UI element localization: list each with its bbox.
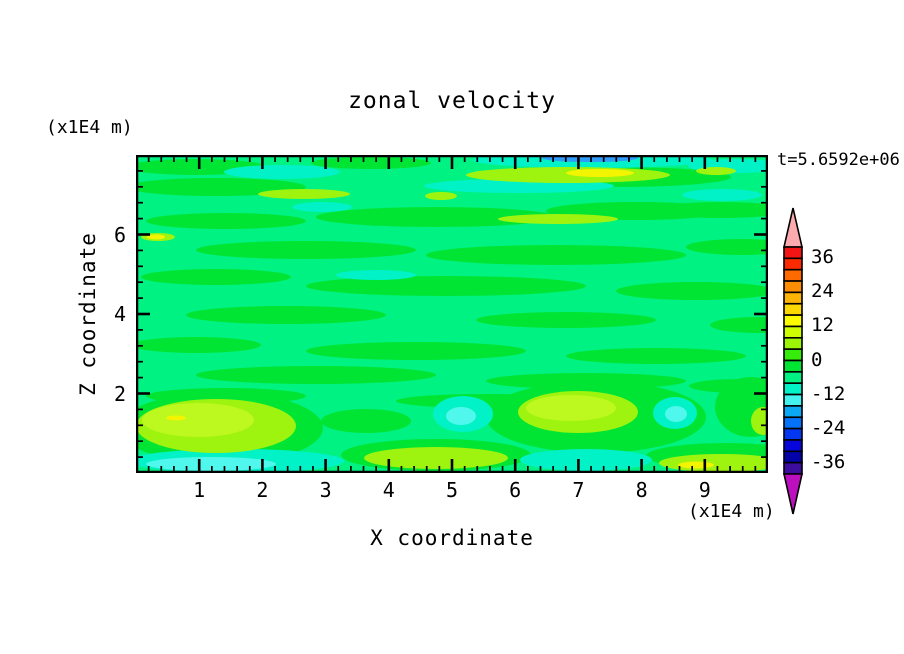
contour-blob-g xyxy=(686,239,768,255)
colorbar-label-36: 36 xyxy=(811,246,834,269)
contour-blob-g xyxy=(566,348,746,364)
contour-blob-ch xyxy=(466,167,670,183)
contour-blob-cy xyxy=(224,165,340,179)
contour-blob-ch xyxy=(696,167,736,175)
colorbar-segment xyxy=(783,302,803,316)
contour-blob-ylw xyxy=(147,234,165,240)
contour-blob-ylw xyxy=(566,169,634,177)
contour-blob-ch xyxy=(751,407,768,435)
contour-blob-g xyxy=(311,157,431,169)
colorbar-segment xyxy=(783,427,803,441)
contour-blob-g xyxy=(616,282,768,300)
contour-blob-g xyxy=(136,178,306,196)
contour-blob-g xyxy=(321,409,411,433)
colorbar-segment xyxy=(783,257,803,271)
colorbar-over-arrow xyxy=(782,207,804,248)
colorbar-segment xyxy=(783,268,803,282)
colorbar-segment xyxy=(783,359,803,373)
contour-blob-g xyxy=(141,269,291,285)
z-axis-unit-label: (x1E4 m) xyxy=(46,117,133,138)
colorbar-label-12: 12 xyxy=(811,314,834,337)
time-annotation: t=5.6592e+06 xyxy=(777,150,900,170)
contour-blob-g xyxy=(186,306,386,324)
colorbar-segment xyxy=(783,291,803,305)
z-tick-label-6: 6 xyxy=(113,222,126,247)
colorbar xyxy=(782,207,804,515)
contour-blob-cy xyxy=(682,189,762,201)
contour-blob-cy xyxy=(336,270,416,280)
colorbar-segment xyxy=(783,416,803,430)
colorbar-segment xyxy=(783,325,803,339)
colorbar-label-0: 0 xyxy=(811,348,823,371)
colorbar-segment xyxy=(783,348,803,362)
x-tick-label-5: 5 xyxy=(445,478,459,502)
colorbar-segment xyxy=(783,246,803,260)
colorbar-segment xyxy=(783,393,803,407)
x-axis-unit-label: (x1E4 m) xyxy=(688,501,775,522)
x-tick-label-7: 7 xyxy=(572,478,585,502)
contour-blob-g xyxy=(710,317,768,333)
colorbar-segment xyxy=(783,450,803,464)
contour-blob-g xyxy=(136,337,261,353)
contour-blob-g xyxy=(316,207,556,227)
x-tick-label-1: 1 xyxy=(193,478,206,502)
colorbar-under-arrow xyxy=(783,473,803,515)
contour-blob-ch xyxy=(364,447,508,469)
contour-blob-ch xyxy=(498,214,618,224)
contour-blob-g xyxy=(146,213,306,229)
contour-blob-cy2 xyxy=(446,407,476,425)
z-tick-label-4: 4 xyxy=(113,302,126,326)
colorbar-segment xyxy=(783,405,803,419)
z-tick-label-2: 2 xyxy=(113,381,126,406)
contour-blob-g xyxy=(476,312,656,328)
contour-blob-ylw xyxy=(166,415,186,421)
contour-blob-ch xyxy=(258,189,350,199)
contour-blob-ch xyxy=(425,192,457,200)
contour-blob-cy2 xyxy=(146,457,276,471)
x-tick-label-6: 6 xyxy=(509,478,522,502)
contour-blob-g xyxy=(426,245,686,265)
x-tick-label-3: 3 xyxy=(319,478,332,502)
plot-border xyxy=(136,155,768,473)
contour-plot xyxy=(136,155,768,473)
x-tick-label-9: 9 xyxy=(698,478,711,502)
contour-blob-ch2 xyxy=(526,395,616,421)
contour-blob-ylw xyxy=(678,461,714,469)
contour-blob-cy xyxy=(292,202,352,212)
contour-blob-ch2 xyxy=(142,403,254,437)
plot-title: zonal velocity xyxy=(348,88,556,114)
contour-blob-g xyxy=(196,241,416,259)
x-tick-label-4: 4 xyxy=(382,478,395,502)
colorbar-label--36: -36 xyxy=(811,450,846,473)
colorbar-label--24: -24 xyxy=(811,416,846,439)
contour-blob-g xyxy=(196,366,436,384)
colorbar-segment xyxy=(783,461,803,475)
colorbar-segment xyxy=(783,280,803,294)
colorbar-segment xyxy=(783,314,803,328)
colorbar-segment xyxy=(783,337,803,350)
contour-blob-g xyxy=(306,276,586,296)
contour-blob-cy2 xyxy=(665,406,687,422)
contour-blob-cy xyxy=(520,449,652,471)
x-axis-title: X coordinate xyxy=(370,526,534,550)
colorbar-label-24: 24 xyxy=(811,280,834,303)
x-tick-label-2: 2 xyxy=(256,478,269,502)
x-tick-label-8: 8 xyxy=(635,478,648,502)
colorbar-label--12: -12 xyxy=(811,382,846,405)
colorbar-segment xyxy=(783,382,803,396)
colorbar-segment xyxy=(783,371,803,385)
contour-blob-g xyxy=(306,342,526,360)
colorbar-segment xyxy=(783,439,803,453)
